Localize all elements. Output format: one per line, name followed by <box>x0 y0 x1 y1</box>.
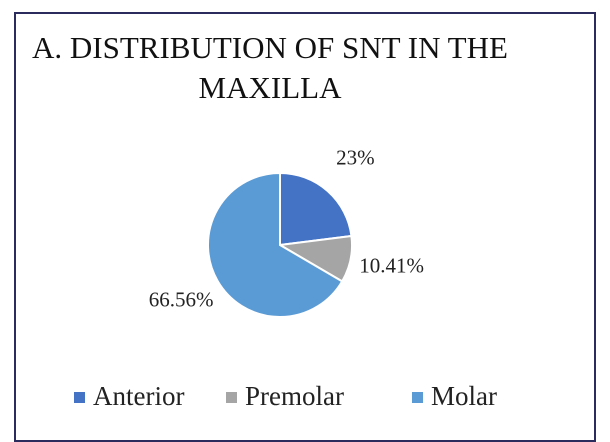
page: A. DISTRIBUTION OF SNT IN THE MAXILLA 23… <box>14 12 596 442</box>
data-label: 66.56% <box>149 288 214 312</box>
chart-title: A. DISTRIBUTION OF SNT IN THE MAXILLA <box>32 30 508 105</box>
legend-label: Anterior <box>93 381 184 411</box>
legend-swatch <box>74 392 85 403</box>
pie-slice <box>207 171 344 318</box>
legend-swatch <box>412 392 423 403</box>
data-label: 23% <box>336 145 375 169</box>
legend-label: Premolar <box>245 381 344 411</box>
legend-swatch <box>226 392 237 403</box>
data-label: 10.41% <box>359 254 424 278</box>
chart: 23% 10.41% 66.56% Anterior Premolar Molar <box>74 145 497 411</box>
pie-slice <box>279 171 353 247</box>
legend-label: Molar <box>431 381 497 411</box>
